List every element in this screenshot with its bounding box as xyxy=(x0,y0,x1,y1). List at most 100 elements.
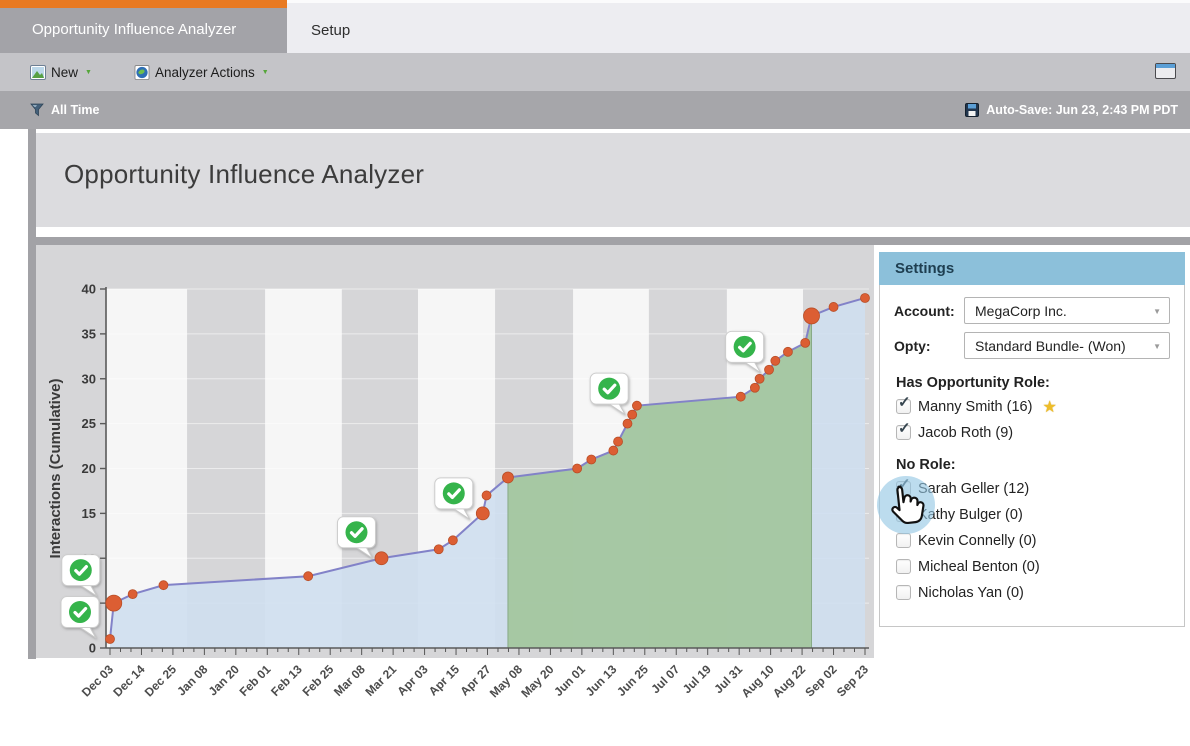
settings-header: Settings xyxy=(879,252,1185,285)
data-point[interactable] xyxy=(613,436,623,447)
data-point[interactable] xyxy=(433,544,444,555)
data-point[interactable] xyxy=(127,589,138,600)
milestone-callout xyxy=(60,596,100,639)
data-point[interactable] xyxy=(627,409,638,420)
data-point[interactable] xyxy=(860,293,870,303)
x-tick-label: Jun 01 xyxy=(551,662,588,699)
x-tick-label: Sep 02 xyxy=(802,662,839,699)
data-point[interactable] xyxy=(447,535,458,546)
trend-line xyxy=(109,297,866,640)
data-point[interactable] xyxy=(481,490,492,501)
x-tick-label: Sep 23 xyxy=(834,662,871,699)
data-point[interactable] xyxy=(754,373,765,384)
role-option-row[interactable]: ✓Sarah Geller (12) xyxy=(896,476,1170,497)
data-point[interactable] xyxy=(828,302,839,312)
data-point[interactable] xyxy=(803,307,820,325)
milestone-callout xyxy=(336,516,376,559)
x-tick-label: May 08 xyxy=(487,662,525,700)
x-tick-label: Jan 08 xyxy=(174,662,211,699)
role-option-label: Kathy Bulger (0) xyxy=(918,506,1023,523)
x-tick-label: Jul 07 xyxy=(648,662,682,696)
star-icon: ★ xyxy=(1042,398,1057,416)
autosave-label: Auto-Save: Jun 23, 2:43 PM PDT xyxy=(986,103,1178,117)
check-circle-icon xyxy=(598,377,621,400)
data-point[interactable] xyxy=(586,454,597,465)
window-toggle-icon[interactable] xyxy=(1155,63,1176,79)
data-point[interactable] xyxy=(800,337,811,348)
has-role-heading: Has Opportunity Role: xyxy=(896,375,1050,391)
x-tick-label: Feb 25 xyxy=(300,662,337,699)
y-tick-label: 25 xyxy=(82,416,96,431)
opty-select[interactable]: Standard Bundle- (Won) ▼ xyxy=(964,332,1170,359)
all-time-filter[interactable]: All Time xyxy=(30,103,99,117)
checkbox[interactable]: ✓ xyxy=(896,420,911,440)
tab-opportunity-influence-analyzer[interactable]: Opportunity Influence Analyzer xyxy=(0,0,287,53)
data-point[interactable] xyxy=(764,364,774,375)
save-icon xyxy=(965,103,980,117)
new-button[interactable]: New ▼ xyxy=(30,64,92,80)
x-tick-label: Dec 14 xyxy=(110,662,147,699)
time-range-label: All Time xyxy=(51,103,100,117)
checkbox[interactable] xyxy=(896,585,911,600)
data-point[interactable] xyxy=(770,355,781,366)
check-circle-icon xyxy=(69,559,92,582)
data-point[interactable] xyxy=(632,400,642,411)
data-point[interactable] xyxy=(374,551,389,566)
y-tick-label: 20 xyxy=(82,461,96,476)
data-point[interactable] xyxy=(622,418,633,429)
check-circle-icon xyxy=(442,482,465,505)
role-option-row[interactable]: ✓ Manny Smith (16) ★ xyxy=(896,394,1170,416)
data-point[interactable] xyxy=(608,445,619,456)
account-row: Account: MegaCorp Inc. ▼ xyxy=(894,297,1170,324)
milestone-callout xyxy=(725,330,765,374)
check-circle-icon xyxy=(345,521,368,544)
new-button-label: New xyxy=(51,64,79,80)
autosave-status: Auto-Save: Jun 23, 2:43 PM PDT xyxy=(965,103,1178,117)
data-point[interactable] xyxy=(749,382,760,393)
x-tick-label: Jun 13 xyxy=(583,662,620,699)
role-option-row[interactable]: Kathy Bulger (0) xyxy=(896,506,1170,523)
tab-setup[interactable]: Setup xyxy=(287,8,453,53)
x-tick-label: Mar 21 xyxy=(362,662,399,699)
analyzer-actions-icon xyxy=(134,64,150,80)
filter-funnel-icon xyxy=(30,103,44,117)
checkbox[interactable] xyxy=(896,533,911,548)
milestone-callout xyxy=(61,554,101,597)
x-tick-label: Aug 10 xyxy=(739,662,777,700)
data-point[interactable] xyxy=(303,571,314,582)
tab-label: Setup xyxy=(311,22,351,39)
checkmark-icon xyxy=(73,606,88,618)
chevron-down-icon: ▼ xyxy=(1153,307,1161,316)
checkbox[interactable] xyxy=(896,559,911,574)
toolbar: New ▼ Analyzer Actions ▼ xyxy=(0,53,1190,91)
y-tick-label: 35 xyxy=(82,326,96,341)
data-point[interactable] xyxy=(158,580,169,591)
checkmark-icon xyxy=(349,527,364,538)
x-tick-label: Apr 15 xyxy=(426,662,463,699)
role-option-row[interactable]: Nicholas Yan (0) xyxy=(896,584,1170,601)
analyzer-actions-button[interactable]: Analyzer Actions ▼ xyxy=(134,64,269,80)
account-select[interactable]: MegaCorp Inc. ▼ xyxy=(964,297,1170,324)
data-point[interactable] xyxy=(475,506,490,521)
no-role-heading: No Role: xyxy=(896,457,956,473)
check-circle-icon xyxy=(69,601,91,624)
data-point[interactable] xyxy=(783,346,793,357)
role-option-row[interactable]: ✓ Jacob Roth (9) xyxy=(896,420,1170,441)
data-point[interactable] xyxy=(735,391,746,402)
x-tick-label: Jan 20 xyxy=(206,662,243,699)
milestone-callout xyxy=(589,372,629,416)
new-document-icon xyxy=(30,64,46,80)
data-point[interactable] xyxy=(572,463,583,474)
opty-row: Opty: Standard Bundle- (Won) ▼ xyxy=(894,332,1170,359)
role-option-row[interactable]: Kevin Connelly (0) xyxy=(896,532,1170,549)
left-rail xyxy=(28,129,36,659)
title-panel: Opportunity Influence Analyzer xyxy=(36,133,1190,227)
settings-panel: Settings Account: MegaCorp Inc. ▼ Opty: … xyxy=(879,252,1185,627)
role-option-row[interactable]: Micheal Benton (0) xyxy=(896,558,1170,575)
checkbox[interactable]: ✓ xyxy=(896,394,911,414)
data-point[interactable] xyxy=(502,471,514,484)
checkmark-icon: ✓ xyxy=(898,394,911,411)
data-point[interactable] xyxy=(105,594,123,612)
data-point[interactable] xyxy=(105,634,115,644)
opty-select-value: Standard Bundle- (Won) xyxy=(975,338,1126,354)
